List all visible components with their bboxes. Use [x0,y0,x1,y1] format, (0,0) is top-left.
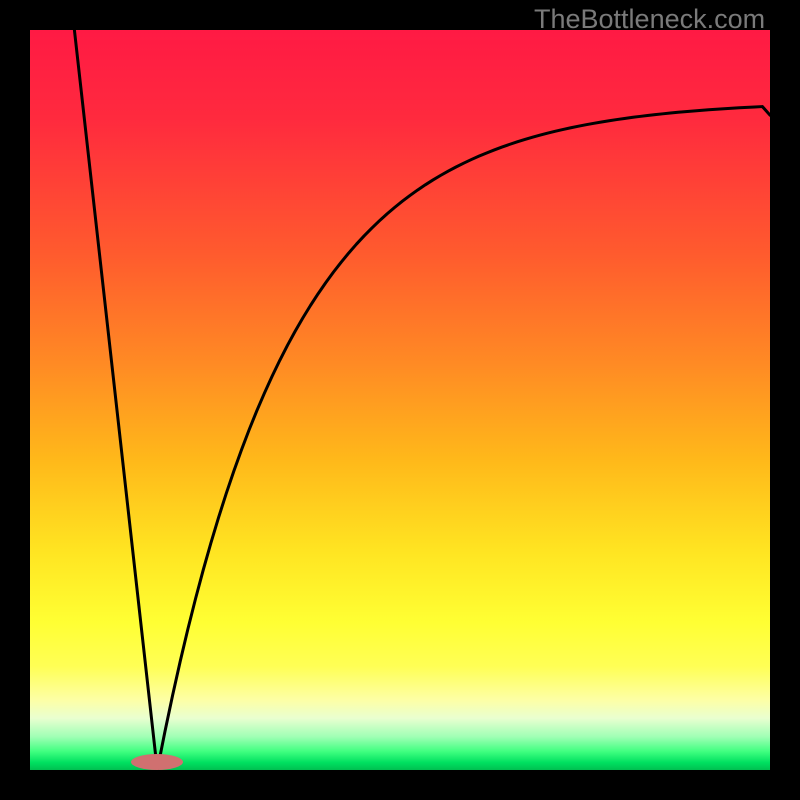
minimum-marker [127,750,187,774]
outer-frame [0,0,800,800]
minimum-marker-icon [127,750,187,774]
watermark-text: TheBottleneck.com [534,4,765,35]
chart-container: TheBottleneck.com [0,0,800,800]
